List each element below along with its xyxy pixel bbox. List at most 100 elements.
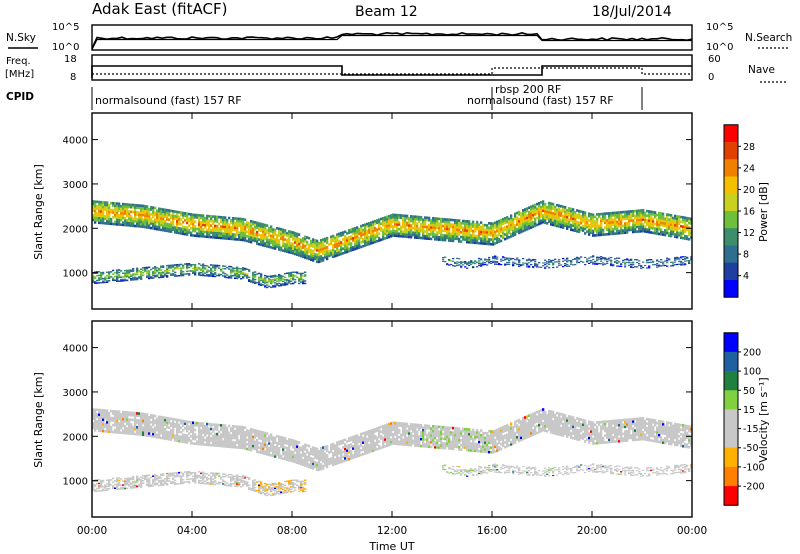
power-cell	[526, 216, 529, 220]
power-cell	[448, 220, 451, 224]
power-cell	[428, 228, 431, 231]
power-cell	[374, 222, 377, 225]
power-cell	[122, 209, 125, 213]
velocity-cell	[128, 425, 131, 428]
power-cell	[112, 208, 115, 212]
velocity-cell	[214, 444, 217, 447]
velocity-cell	[240, 437, 243, 440]
power-cell	[458, 221, 461, 225]
power-cell	[310, 256, 313, 259]
velocity-cell	[96, 487, 99, 490]
power-cell	[496, 256, 499, 258]
velocity-cell	[210, 479, 213, 482]
velocity-cell	[114, 480, 117, 482]
power-cell	[210, 231, 213, 234]
velocity-cell	[174, 482, 177, 484]
power-cell	[144, 225, 147, 229]
power-cell	[464, 219, 467, 223]
power-cell	[192, 267, 195, 270]
power-cell	[586, 225, 589, 229]
velocity-cell	[98, 482, 101, 485]
velocity-cell	[146, 431, 149, 435]
power-cell	[458, 237, 461, 241]
power-cell	[108, 276, 111, 278]
power-cell	[376, 233, 379, 236]
power-cell	[314, 255, 317, 258]
velocity-cell	[272, 494, 275, 496]
power-cell	[326, 253, 329, 256]
power-cell	[318, 251, 321, 254]
power-cell	[488, 242, 491, 246]
power-cell	[96, 271, 99, 273]
velocity-cell	[252, 479, 255, 482]
power-cell	[676, 226, 679, 230]
power-cell	[480, 259, 483, 261]
power-cell	[100, 278, 103, 280]
velocity-cell	[240, 428, 243, 431]
power-cell	[580, 226, 583, 229]
velocity-cell	[224, 438, 227, 441]
power-cell	[530, 210, 533, 213]
power-cell	[152, 277, 155, 279]
power-cell	[682, 232, 685, 235]
power-cell	[118, 209, 121, 212]
power-cell	[644, 227, 647, 231]
power-cell	[432, 217, 435, 220]
power-cell	[106, 206, 109, 209]
velocity-cell	[248, 448, 251, 451]
velocity-cell	[104, 413, 107, 417]
velocity-cell	[94, 479, 97, 481]
power-cell	[622, 217, 625, 221]
power-cell	[474, 236, 477, 240]
power-cell	[126, 219, 129, 222]
velocity-cell	[236, 479, 239, 481]
velocity-cell	[194, 480, 197, 483]
power-cell	[540, 214, 543, 218]
power-cell	[110, 211, 113, 214]
power-cell	[272, 281, 275, 283]
power-cell	[166, 215, 169, 219]
velocity-cell	[206, 425, 209, 428]
power-cell	[586, 261, 589, 263]
velocity-cell	[182, 433, 185, 437]
velocity-cell	[96, 427, 99, 430]
power-cell	[568, 214, 571, 217]
power-cell	[284, 281, 287, 284]
velocity-cell	[206, 476, 209, 479]
power-cell	[686, 223, 689, 227]
velocity-cell	[120, 417, 123, 421]
power-cell	[480, 239, 483, 243]
power-cell	[244, 236, 247, 240]
power-cell	[426, 234, 429, 238]
power-cell	[460, 231, 463, 234]
power-cell	[454, 265, 457, 267]
velocity-cell	[200, 431, 203, 434]
power-cell	[410, 217, 413, 220]
power-cell	[628, 210, 631, 213]
power-cell	[624, 226, 627, 230]
power-cell	[526, 223, 529, 226]
power-cell	[516, 227, 519, 231]
power-cell	[302, 280, 305, 282]
velocity-cell	[250, 489, 253, 491]
power-cell	[564, 224, 567, 228]
power-cell	[426, 218, 429, 222]
power-cell	[564, 263, 567, 265]
power-cell	[418, 234, 421, 237]
velocity-cell	[198, 474, 201, 477]
power-cell	[210, 270, 213, 272]
power-cell	[194, 269, 197, 271]
power-cell	[276, 245, 279, 248]
power-cell	[192, 270, 195, 272]
power-cell	[508, 217, 511, 221]
velocity-cell	[254, 481, 257, 484]
date-title: 18/Jul/2014	[592, 4, 672, 20]
power-cell	[126, 273, 129, 275]
power-cell	[478, 259, 481, 261]
velocity-cell	[92, 417, 95, 420]
power-cell	[266, 280, 269, 282]
power-cell	[526, 264, 529, 266]
power-cell	[556, 213, 559, 216]
power-cell	[326, 248, 329, 251]
